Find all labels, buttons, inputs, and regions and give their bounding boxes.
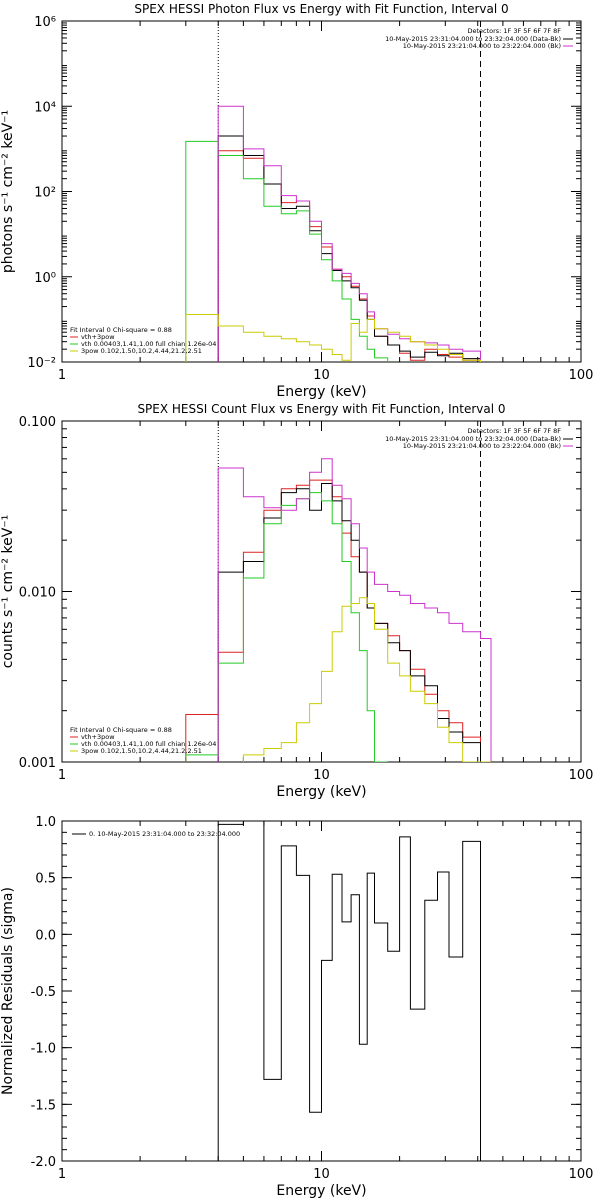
- x-tick-label: 100: [569, 1167, 594, 1182]
- x-tick-label: 1: [58, 368, 66, 383]
- chart-title: SPEX HESSI Count Flux vs Energy with Fit…: [137, 402, 505, 416]
- series-data-bk-line: [217, 135, 481, 362]
- series-vth-line: [185, 140, 389, 362]
- fit-legend-entry: vth+3pow: [81, 733, 115, 741]
- y-tick-label: 0.5: [35, 872, 56, 887]
- fit-legend-entry: 3pow 0.102,1.50,10.2,4.44,21.2,2.51: [81, 747, 202, 755]
- y-tick-label: -2.0: [31, 1155, 56, 1170]
- y-tick-label: 0.010: [19, 586, 56, 601]
- plot-frame: [61, 20, 582, 363]
- x-tick-label: 10: [313, 1167, 330, 1182]
- y-tick-label: 0.0: [35, 928, 56, 943]
- series-vth-3pow-line: [217, 150, 481, 362]
- series-3pow-line: [242, 597, 491, 762]
- x-tick-label: 10: [313, 768, 330, 783]
- y-tick-label: 10⁴: [34, 100, 56, 115]
- y-tick-label: 0.001: [19, 756, 56, 771]
- y-tick-label: -1.5: [31, 1098, 56, 1113]
- series-vth-line: [185, 492, 388, 762]
- fit-legend-entry: vth 0.00403,1.41,1.00 full chian 1.26e-0…: [81, 740, 216, 748]
- x-axis-label: Energy (keV): [276, 1183, 366, 1199]
- x-tick-label: 1: [58, 768, 66, 783]
- legend-entry: 10-May-2015 23:31:04.000 to 23:32:04.000…: [385, 435, 561, 443]
- chart-panel-2: SPEX HESSI Count Flux vs Energy with Fit…: [0, 402, 593, 800]
- y-tick-label: -0.5: [31, 985, 56, 1000]
- fit-legend-header: Fit Interval 0 Chi-square = 0.88: [70, 726, 172, 734]
- fit-legend: Fit Interval 0 Chi-square = 0.88vth+3pow…: [70, 726, 216, 755]
- series-bk-line: [217, 458, 492, 762]
- fit-legend-entry: vth+3pow: [81, 333, 115, 341]
- series-0-10-may-2015-23-31-04-000-to-23-32-04-000-line: [217, 821, 481, 1161]
- residual-legend: 0. 10-May-2015 23:31:04.000 to 23:32:04.…: [72, 830, 240, 838]
- plot-data: [185, 21, 482, 362]
- x-axis-label: Energy (keV): [276, 784, 366, 800]
- x-tick-label: 1: [58, 1167, 66, 1182]
- plot-data: [217, 821, 481, 1161]
- x-tick-label: 10: [313, 368, 330, 383]
- y-tick-label: 10²: [34, 186, 56, 201]
- x-axis-label: Energy (keV): [276, 384, 366, 400]
- legend-detectors: Detectors: 1F 3F 5F 6F 7F 8F: [467, 427, 561, 435]
- y-axis-label: counts s⁻¹ cm⁻² keV⁻¹: [0, 515, 16, 669]
- y-tick-label: 1.0: [35, 815, 56, 830]
- legend-entry: 10-May-2015 23:21:04.000 to 23:22:04.000…: [403, 42, 561, 50]
- fit-legend: Fit Interval 0 Chi-square = 0.88vth+3pow…: [70, 326, 216, 355]
- fit-legend-header: Fit Interval 0 Chi-square = 0.88: [70, 326, 172, 334]
- top-legend: Detectors: 1F 3F 5F 6F 7F 8F10-May-2015 …: [385, 427, 573, 450]
- chart-panel-3: 1 10 100 -2.0 -1.5 -1.0 -0.5 0.0 0.5 1.0 Energy (k…: [0, 815, 593, 1199]
- y-tick-label: 10⁻²: [27, 356, 56, 371]
- fit-legend-entry: 3pow 0.102,1.50,10.2,4.44,21.2,2.51: [81, 347, 202, 355]
- series-vth-3pow-line: [185, 479, 481, 762]
- y-tick-label: 10⁰: [34, 271, 56, 286]
- residual-legend-entry: 0. 10-May-2015 23:31:04.000 to 23:32:04.…: [89, 830, 240, 838]
- series-bk-line: [217, 105, 481, 362]
- fit-legend-entry: vth 0.00403,1.41,1.00 full chian 1.26e-0…: [81, 340, 216, 348]
- x-tick-label: 100: [569, 368, 594, 383]
- x-tick-label: 100: [569, 768, 594, 783]
- legend-entry: 10-May-2015 23:21:04.000 to 23:22:04.000…: [403, 442, 561, 450]
- chart-title: SPEX HESSI Photon Flux vs Energy with Fi…: [134, 2, 508, 16]
- top-legend: Detectors: 1F 3F 5F 6F 7F 8F10-May-2015 …: [385, 27, 573, 50]
- legend-entry: 10-May-2015 23:31:04.000 to 23:32:04.000…: [385, 35, 561, 43]
- chart-panel-1: SPEX HESSI Photon Flux vs Energy with Fi…: [0, 2, 593, 400]
- y-tick-label: 10⁶: [34, 15, 56, 30]
- y-tick-label: 0.100: [19, 415, 56, 430]
- y-axis-label: Normalized Residuals (sigma): [0, 887, 16, 1095]
- y-axis-label: photons s⁻¹ cm⁻² keV⁻¹: [0, 110, 16, 273]
- plot-data: [185, 421, 492, 762]
- legend-detectors: Detectors: 1F 3F 5F 6F 7F 8F: [467, 27, 561, 35]
- series-data-bk-line: [217, 483, 481, 762]
- series-3pow-line: [185, 314, 481, 362]
- y-tick-label: -1.0: [31, 1042, 56, 1057]
